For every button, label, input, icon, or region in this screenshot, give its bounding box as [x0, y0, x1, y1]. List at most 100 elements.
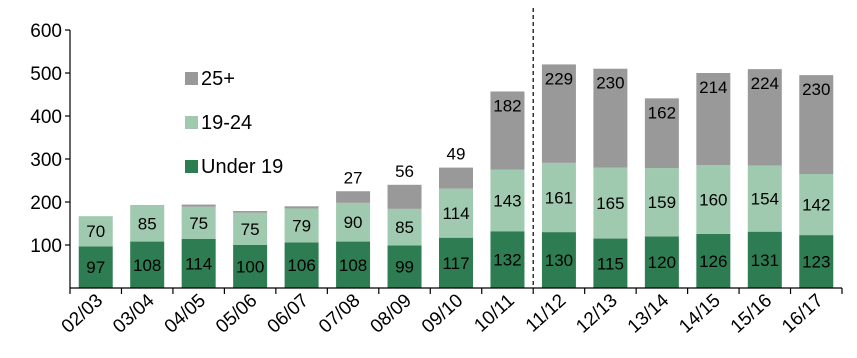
x-tick-label: 13/14	[624, 290, 674, 338]
data-label: 117	[442, 254, 469, 273]
bar-25--04-05	[181, 204, 216, 207]
y-tick-label: 400	[30, 107, 62, 128]
x-tick-label: 15/16	[727, 290, 776, 337]
data-label: 90	[344, 213, 363, 232]
y-tick-label: 200	[30, 193, 62, 214]
bar-19-24-14-15	[696, 165, 731, 234]
bar-19-24-06-07	[284, 208, 319, 243]
data-label: 126	[699, 252, 727, 271]
bar-under-19-13-14	[644, 236, 679, 288]
bar-25--15-16	[747, 69, 782, 166]
bar-25--10-11	[490, 91, 525, 170]
bar-19-24-15-16	[747, 165, 782, 232]
data-label: 230	[802, 80, 830, 99]
data-label: 182	[493, 96, 521, 115]
x-tick-label: 07/08	[315, 290, 364, 337]
legend-label: 19-24	[201, 112, 252, 134]
bar-19-24-13-14	[644, 168, 679, 237]
data-label: 56	[395, 162, 414, 181]
bar-19-24-16-17	[799, 174, 834, 236]
data-label: 230	[596, 74, 624, 93]
bar-19-24-12-13	[593, 167, 628, 239]
data-label: 97	[86, 258, 105, 277]
data-label: 115	[597, 254, 624, 273]
data-label: 114	[442, 204, 469, 223]
data-label: 49	[447, 145, 466, 164]
data-label: 224	[751, 74, 779, 93]
bar-19-24-07-08	[336, 202, 371, 242]
bar-19-24-05-06	[233, 212, 268, 245]
x-axis: 02/03 03/04 04/05 05/06 06/07 07/08 08/09 09/10…	[58, 287, 843, 338]
bar-19-24-11-12	[541, 162, 576, 233]
bar-19-24-10-11	[490, 169, 525, 232]
x-tick-label: 14/15	[675, 290, 724, 337]
x-tick-label: 11/12	[522, 290, 570, 336]
bar-under-19-07-08	[336, 241, 371, 288]
legend-label: 25+	[201, 68, 235, 90]
data-label: 75	[241, 220, 260, 239]
data-label: 132	[493, 251, 521, 270]
data-label: 120	[648, 253, 676, 272]
bar-under-19-16-17	[799, 235, 834, 288]
data-label: 160	[699, 190, 727, 209]
data-label: 142	[802, 196, 830, 215]
bar-under-19-14-15	[696, 233, 731, 288]
data-label: 123	[802, 253, 830, 272]
legend-swatch-under-19	[185, 160, 198, 173]
bar-25--12-13	[593, 68, 628, 168]
bar-under-19-12-13	[593, 238, 628, 288]
bar-19-24-08-09	[387, 208, 422, 246]
bar-under-19-10-11	[490, 231, 525, 288]
bar-25--05-06	[233, 211, 268, 213]
bar-25--11-12	[541, 64, 576, 163]
bars: 97 70 108 85 114 75 100 75 106 79 108 90 27 99 85 56 117…	[78, 8, 834, 288]
x-tick-label: 03/04	[109, 290, 159, 338]
legend: 25+ 19-24 Under 19	[185, 68, 283, 178]
data-label: 229	[545, 69, 573, 88]
x-tick-label: 05/06	[212, 290, 261, 337]
bar-25--08-09	[387, 184, 422, 209]
data-label: 85	[395, 218, 414, 237]
x-tick-label: 04/05	[161, 290, 210, 337]
bar-25--06-07	[284, 206, 319, 209]
data-label: 161	[545, 188, 573, 207]
legend-label: Under 19	[201, 156, 283, 178]
data-label: 108	[339, 256, 367, 275]
x-tick-label: 08/09	[366, 290, 415, 337]
bar-25--16-17	[799, 75, 834, 175]
y-tick-label: 600	[30, 21, 62, 42]
data-label: 162	[648, 103, 676, 122]
data-label: 70	[86, 222, 105, 241]
bar-19-24-04-05	[181, 206, 216, 239]
data-label: 100	[236, 258, 264, 277]
data-label: 99	[395, 258, 414, 277]
y-tick-label: 100	[30, 236, 62, 257]
bar-under-19-11-12	[541, 232, 576, 288]
x-tick-label: 09/10	[418, 290, 467, 337]
data-label: 106	[287, 256, 315, 275]
legend-swatch-25-	[185, 72, 198, 85]
x-tick-label: 12/13	[572, 290, 621, 337]
data-label: 27	[344, 168, 363, 187]
x-tick-label: 06/07	[264, 290, 313, 337]
bar-under-19-05-06	[233, 245, 268, 288]
data-label: 108	[133, 256, 161, 275]
data-label: 79	[292, 216, 311, 235]
bar-19-24-03-04	[130, 205, 165, 242]
y-tick-label: 500	[30, 64, 62, 85]
bar-under-19-09-10	[439, 237, 473, 288]
bar-25--07-08	[336, 191, 371, 203]
bar-under-19-08-09	[387, 245, 422, 288]
data-label: 214	[699, 78, 727, 97]
data-label: 85	[138, 214, 157, 233]
data-label: 130	[545, 251, 573, 270]
bar-under-19-15-16	[747, 231, 782, 288]
bar-under-19-03-04	[130, 241, 165, 288]
x-tick-label: 10/11	[470, 290, 518, 336]
data-label: 165	[596, 194, 624, 213]
data-label: 131	[751, 251, 779, 270]
x-tick-label: 16/17	[778, 290, 827, 337]
bar-25--09-10	[439, 167, 473, 189]
x-tick-label: 02/03	[58, 290, 107, 337]
